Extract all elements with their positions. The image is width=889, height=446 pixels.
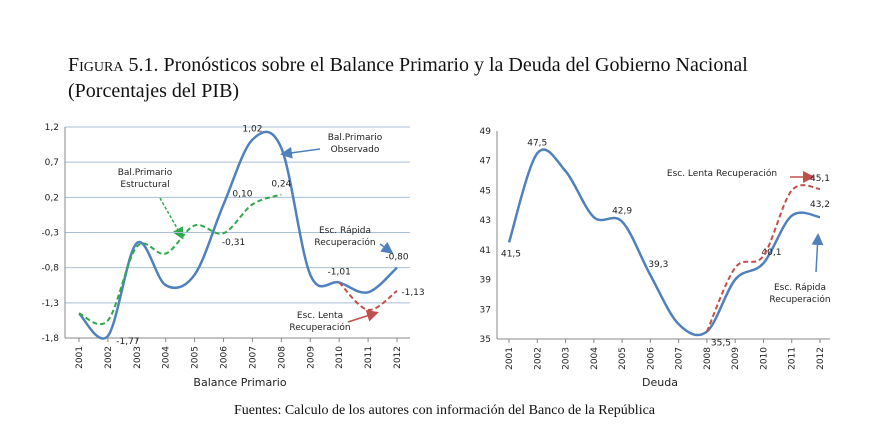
data-label: 35,5 (711, 339, 731, 349)
annotation: Recuperación (769, 294, 830, 305)
data-label: -0,80 (385, 253, 409, 263)
x-tick-label: 2009 (731, 347, 741, 370)
annotation: Esc. Rápida (774, 283, 826, 293)
x-tick-label: 2002 (104, 346, 114, 369)
annotation: Observado (331, 145, 380, 155)
source-note: Fuentes: Calculo de los autores con info… (233, 403, 656, 418)
x-tick-label: 2012 (393, 346, 403, 369)
series-line (338, 281, 398, 311)
x-tick-label: 2005 (618, 347, 628, 370)
figure-caption: Figura 5.1. Pronósticos sobre el Balance… (68, 54, 748, 102)
data-label: 41,5 (501, 249, 521, 259)
charts: -1,8 -1,3 -0,8 -0,3 0,2 0,7 1,2 2001 2002 2003 200… (41, 123, 830, 389)
y-tick-label: -1,3 (41, 299, 59, 309)
arrows (159, 146, 824, 323)
x-tick-label: 2012 (816, 347, 826, 370)
data-label: 0,24 (271, 180, 291, 190)
y-tick-label: 0,7 (45, 158, 59, 168)
x-tick-label: 2004 (162, 346, 172, 369)
y-tick-label: 47 (480, 157, 491, 167)
annotation: Estructural (120, 180, 169, 190)
y-tick-label: 43 (480, 216, 491, 226)
data-label: 40,1 (761, 248, 781, 258)
x-tick-label: 2007 (675, 347, 685, 370)
y-tick-label: 39 (480, 276, 492, 286)
x-tick-label: 2007 (248, 346, 258, 369)
x-tick-label: 2005 (191, 346, 201, 369)
annotation: Bal.Primario (118, 168, 173, 178)
x-tick-label: 2010 (335, 346, 345, 369)
x-tick-label: 2006 (220, 346, 230, 369)
data-label: -1,77 (116, 337, 139, 347)
data-label: 43,2 (810, 200, 830, 210)
y-tick-label: 35 (480, 335, 491, 345)
x-tick-label: 2008 (703, 347, 713, 370)
data-label: 47,5 (527, 138, 547, 148)
data-label: 42,9 (612, 207, 632, 217)
data-label: 1,02 (242, 125, 262, 135)
x-tick-label: 2006 (646, 347, 656, 370)
annotation: Recuperación (289, 322, 350, 333)
series-line (705, 184, 821, 332)
y-tick-label: 37 (480, 305, 491, 315)
series-line (78, 193, 282, 326)
data-label: 45,1 (810, 174, 830, 184)
x-tick-label: 2009 (306, 346, 316, 369)
data-label: -1,01 (328, 267, 351, 277)
series-line (507, 148, 821, 337)
y-tick-label: 41 (480, 246, 491, 256)
x-tick-label: 2003 (133, 346, 143, 369)
x-tick-label: 2001 (75, 346, 85, 369)
x-axis-title: Deuda (642, 376, 678, 389)
y-tick-label: -0,3 (41, 229, 59, 239)
y-tick-label: -1,8 (41, 334, 59, 344)
y-tick-label: 1,2 (45, 123, 59, 133)
annotation: Bal.Primario (328, 133, 383, 143)
x-tick-label: 2010 (759, 347, 769, 370)
x-tick-label: 2011 (788, 347, 798, 370)
y-tick-label: -0,8 (41, 264, 59, 274)
x-tick-label: 2004 (590, 347, 600, 370)
y-tick-label: 0,2 (45, 193, 59, 203)
data-label: -0,31 (222, 238, 245, 248)
annotation: Esc. Lenta (297, 311, 343, 321)
x-tick-label: 2003 (562, 347, 572, 370)
y-tick-label: 49 (480, 127, 492, 137)
annotation: Esc. Lenta Recuperación (667, 168, 777, 179)
x-axis-title: Balance Primario (193, 376, 286, 389)
data-label: 0,10 (232, 189, 252, 199)
data-label: 39,3 (648, 260, 668, 270)
annotation: Esc. Rápida (319, 226, 371, 236)
x-tick-label: 2008 (277, 346, 287, 369)
y-tick-label: 45 (480, 186, 491, 196)
x-tick-label: 2011 (364, 346, 374, 369)
x-tick-label: 2002 (533, 347, 543, 370)
data-label: -1,13 (401, 288, 424, 298)
annotation: Recuperación (314, 237, 375, 248)
x-tick-label: 2001 (505, 347, 515, 370)
